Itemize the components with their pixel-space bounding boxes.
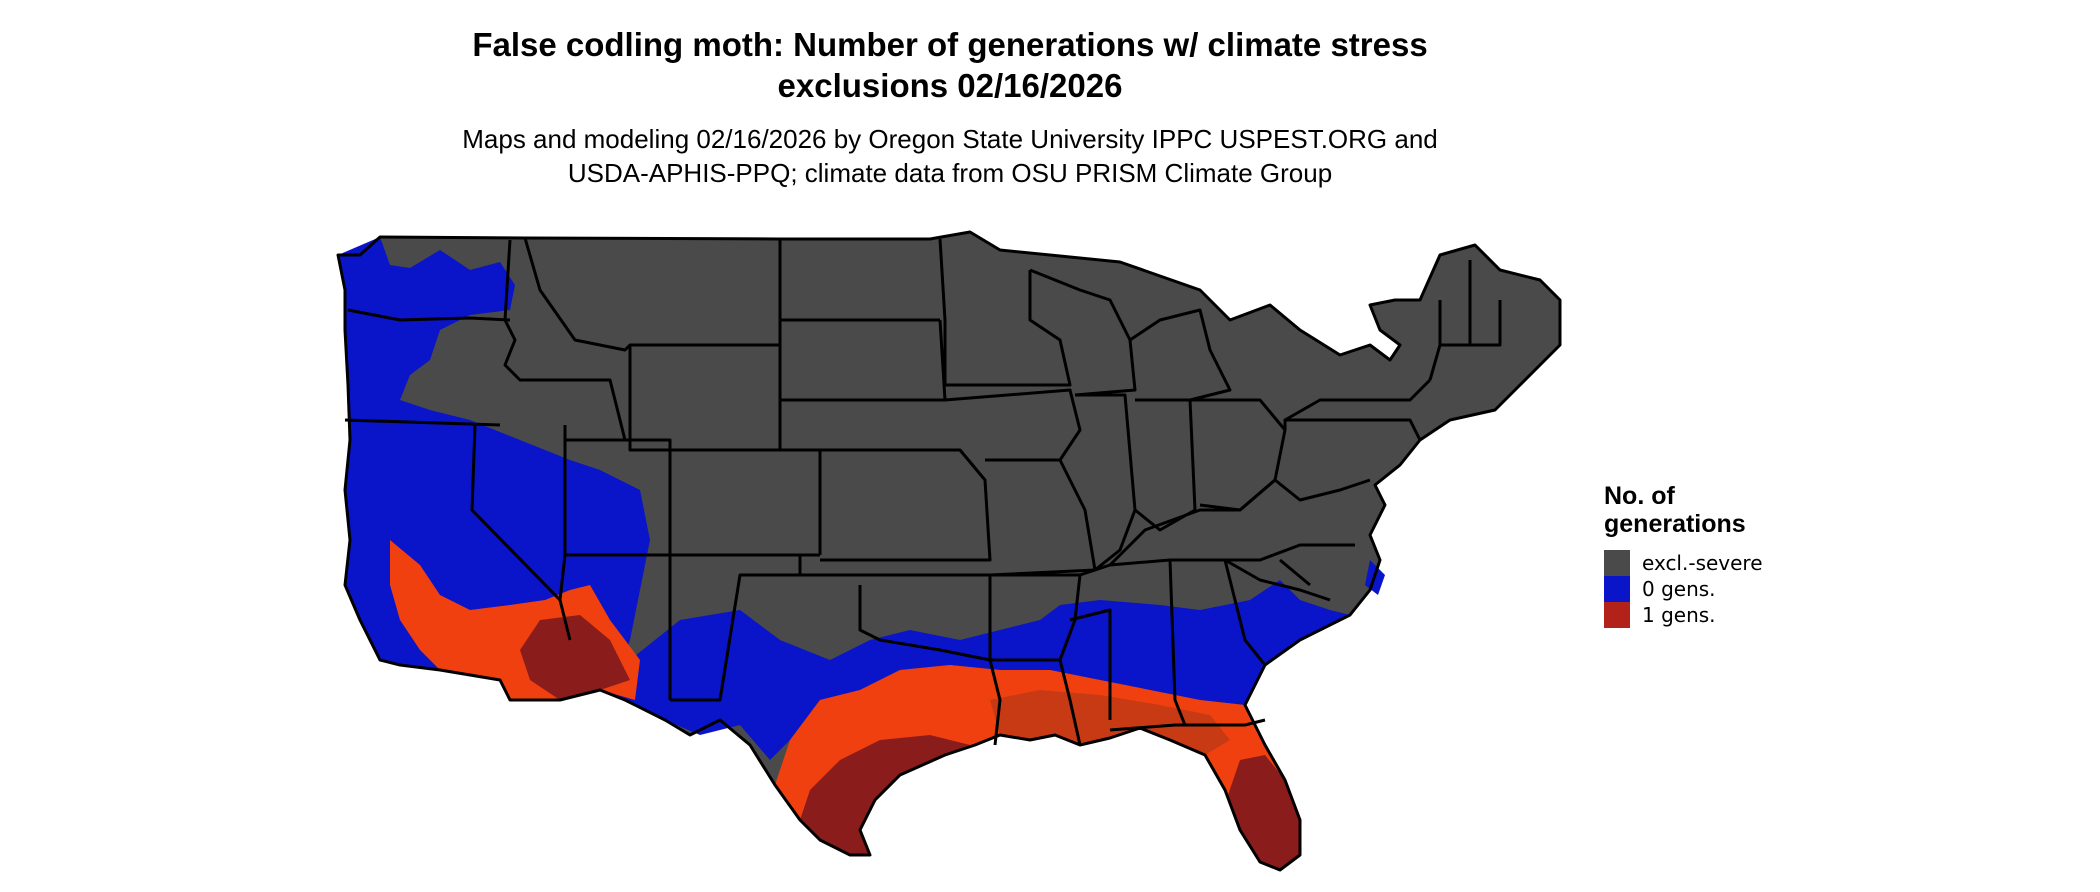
subtitle-line-1: Maps and modeling 02/16/2026 by Oregon S…	[462, 124, 1438, 154]
title-line-1: False codling moth: Number of generation…	[472, 26, 1428, 63]
zone-one-gen-texas-core	[800, 735, 970, 855]
legend-title-line-1: No. of	[1604, 482, 1675, 510]
legend-label-one-gen: 1 gens.	[1642, 603, 1716, 627]
zone-one-gen-florida-core	[1228, 755, 1300, 870]
border-tx-la	[988, 659, 1002, 746]
border-ky-tn	[1079, 543, 1355, 577]
us-landmass	[338, 232, 1560, 870]
legend-swatch-one-gen	[1604, 602, 1630, 628]
legend-title: No. of generations	[1604, 482, 1746, 538]
border-ky-wv-va	[1108, 478, 1371, 567]
border-id	[503, 239, 627, 441]
border-mn	[938, 238, 1072, 387]
title-line-2: exclusions 02/16/2026	[777, 67, 1123, 104]
legend-label-excl-severe: excl.-severe	[1642, 551, 1763, 575]
map-subtitle: Maps and modeling 02/16/2026 by Oregon S…	[0, 122, 1900, 190]
state-borders	[336, 230, 1562, 872]
border-ut-co	[565, 438, 820, 557]
border-pa-ny	[1283, 378, 1432, 441]
border-mo	[985, 458, 1097, 577]
border-ca-nv	[470, 424, 572, 641]
legend-label-zero-gens: 0 gens.	[1642, 577, 1716, 601]
map-legend: No. of generations excl.-severe 0 gens. …	[1604, 482, 1763, 628]
border-carolinas	[1224, 558, 1331, 602]
border-mi	[1129, 308, 1232, 402]
border-ne-ks	[780, 448, 992, 562]
border-mt	[523, 237, 780, 352]
subtitle-line-2: USDA-APHIS-PPQ; climate data from OSU PR…	[567, 158, 1333, 188]
border-wa-or	[347, 308, 511, 322]
legend-swatch-zero-gens	[1604, 576, 1630, 602]
border-fl	[1109, 718, 1266, 732]
border-wi	[1029, 268, 1137, 397]
border-new-england	[1428, 260, 1502, 381]
border-nm-tx	[670, 555, 802, 702]
border-or-ca-nv	[344, 418, 501, 427]
us-outline	[336, 230, 1562, 872]
border-in	[1134, 398, 1197, 532]
border-ms-al-ga	[1108, 559, 1267, 726]
legend-swatch-excl-severe	[1604, 550, 1630, 576]
zone-zero-gens-south	[600, 580, 1350, 760]
map-title: False codling moth: Number of generation…	[0, 24, 1900, 106]
zone-one-gen-arizona-core	[520, 615, 630, 700]
border-az-nm	[565, 553, 672, 700]
legend-title-line-2: generations	[1604, 510, 1746, 538]
